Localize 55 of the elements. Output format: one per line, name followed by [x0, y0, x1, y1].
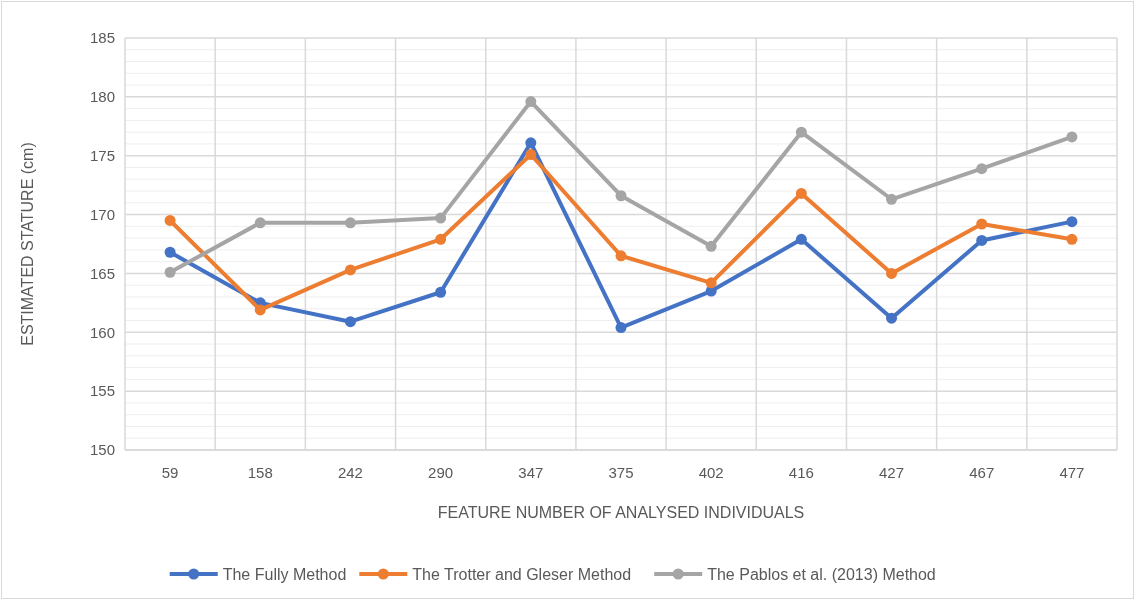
y-tick-label: 185: [89, 29, 115, 47]
y-tick-label: 180: [89, 88, 115, 106]
point: [795, 233, 807, 245]
point: [435, 233, 447, 245]
legend-label: The Fully Method: [222, 565, 347, 583]
y-tick-label: 155: [89, 382, 115, 400]
point: [435, 286, 447, 298]
x-tick-label: 402: [698, 464, 724, 481]
x-tick-label: 375: [608, 464, 634, 481]
point: [705, 240, 717, 252]
point: [344, 316, 356, 328]
x-tick-label: 59: [161, 464, 179, 481]
point: [976, 234, 988, 246]
x-axis-title: FEATURE NUMBER OF ANALYSED INDIVIDUALS: [437, 504, 805, 521]
x-tick-label: 477: [1059, 464, 1085, 481]
point: [164, 214, 176, 226]
x-tick-label: 242: [337, 464, 363, 481]
point: [164, 266, 176, 278]
y-tick-label: 165: [89, 264, 115, 282]
x-tick-label: 290: [428, 464, 454, 481]
x-tick-label: 347: [518, 464, 544, 481]
point: [976, 218, 988, 230]
point: [344, 264, 356, 276]
y-tick-label: 160: [89, 323, 115, 341]
x-tick-label: 158: [247, 464, 273, 481]
legend-label: The Pablos et al. (2013) Method: [707, 565, 936, 583]
y-tick-label: 170: [89, 205, 115, 223]
point: [615, 322, 627, 334]
point: [976, 163, 988, 175]
point: [1066, 233, 1078, 245]
point: [886, 193, 898, 205]
y-tick-label: 175: [89, 146, 115, 164]
x-tick-label: 427: [879, 464, 905, 481]
point: [1066, 131, 1078, 143]
point: [795, 126, 807, 138]
point: [795, 187, 807, 199]
point: [1066, 216, 1078, 228]
point: [164, 246, 176, 258]
point: [525, 137, 537, 149]
point: [254, 217, 266, 229]
y-tick-label: 150: [89, 441, 115, 459]
point: [525, 96, 537, 108]
x-tick-label: 467: [969, 464, 995, 481]
y-axis-title: ESTIMATED STATURE (cm): [19, 142, 36, 346]
point: [886, 312, 898, 324]
point: [525, 149, 537, 161]
point: [705, 277, 717, 289]
point: [254, 304, 266, 316]
point: [344, 217, 356, 229]
point: [886, 267, 898, 279]
point: [435, 212, 447, 224]
point: [615, 250, 627, 262]
x-tick-label: 416: [788, 464, 814, 481]
point: [615, 190, 627, 202]
legend-label: The Trotter and Gleser Method: [412, 565, 632, 583]
